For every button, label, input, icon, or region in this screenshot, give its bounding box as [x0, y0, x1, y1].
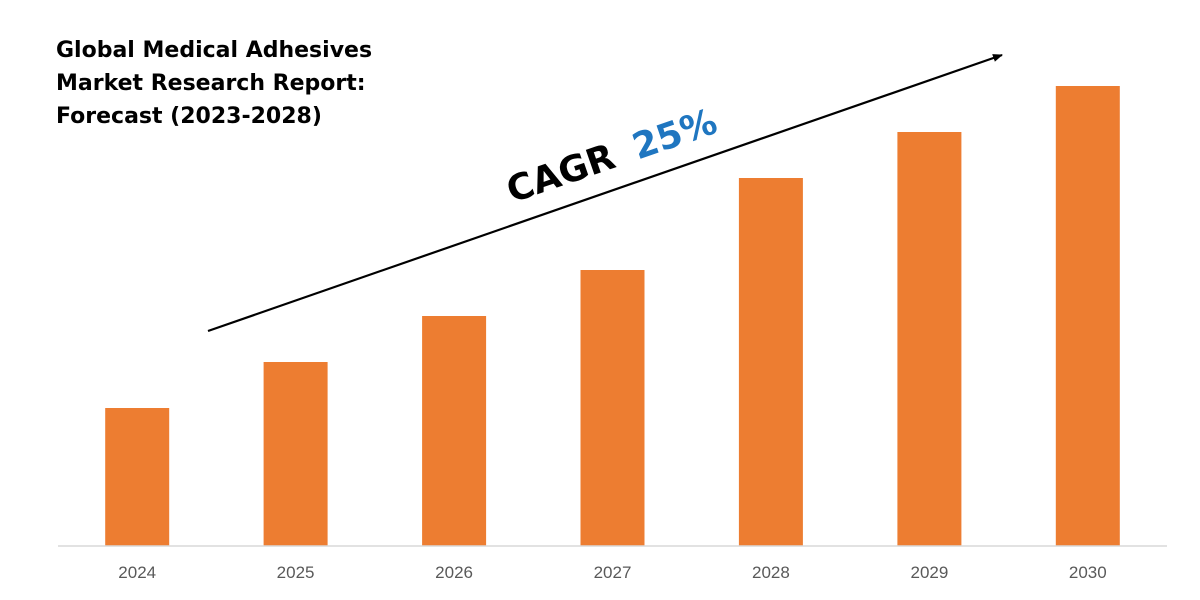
bar-2029	[897, 132, 962, 546]
x-tick-label-2025: 2025	[277, 563, 315, 582]
bars-group	[105, 86, 1120, 546]
chart-title: Global Medical Adhesives Market Research…	[56, 34, 396, 133]
trend-arrow	[207, 53, 1003, 333]
x-tick-labels: 2024 2025 2026 2027 2028 2029 2030	[118, 563, 1106, 582]
bar-2025	[263, 362, 328, 546]
cagr-label: CAGR	[502, 136, 621, 211]
x-tick-label-2026: 2026	[435, 563, 473, 582]
x-tick-label-2030: 2030	[1069, 563, 1107, 582]
bar-2027	[580, 270, 645, 546]
bar-2026	[422, 316, 487, 546]
cagr-annotation: CAGR 25%	[502, 101, 723, 211]
svg-text:CAGR 25%: CAGR 25%	[502, 101, 723, 211]
chart-title-line-1: Global Medical Adhesives	[56, 38, 373, 63]
x-tick-label-2028: 2028	[752, 563, 790, 582]
chart-title-line-2: Market Research Report:	[56, 71, 366, 96]
x-tick-label-2027: 2027	[594, 563, 632, 582]
bar-2028	[738, 178, 803, 546]
bar-2030	[1055, 86, 1120, 546]
x-tick-label-2024: 2024	[118, 563, 156, 582]
x-tick-label-2029: 2029	[910, 563, 948, 582]
bar-2024	[105, 408, 170, 546]
chart-title-line-3: Forecast (2023-2028)	[56, 104, 322, 129]
